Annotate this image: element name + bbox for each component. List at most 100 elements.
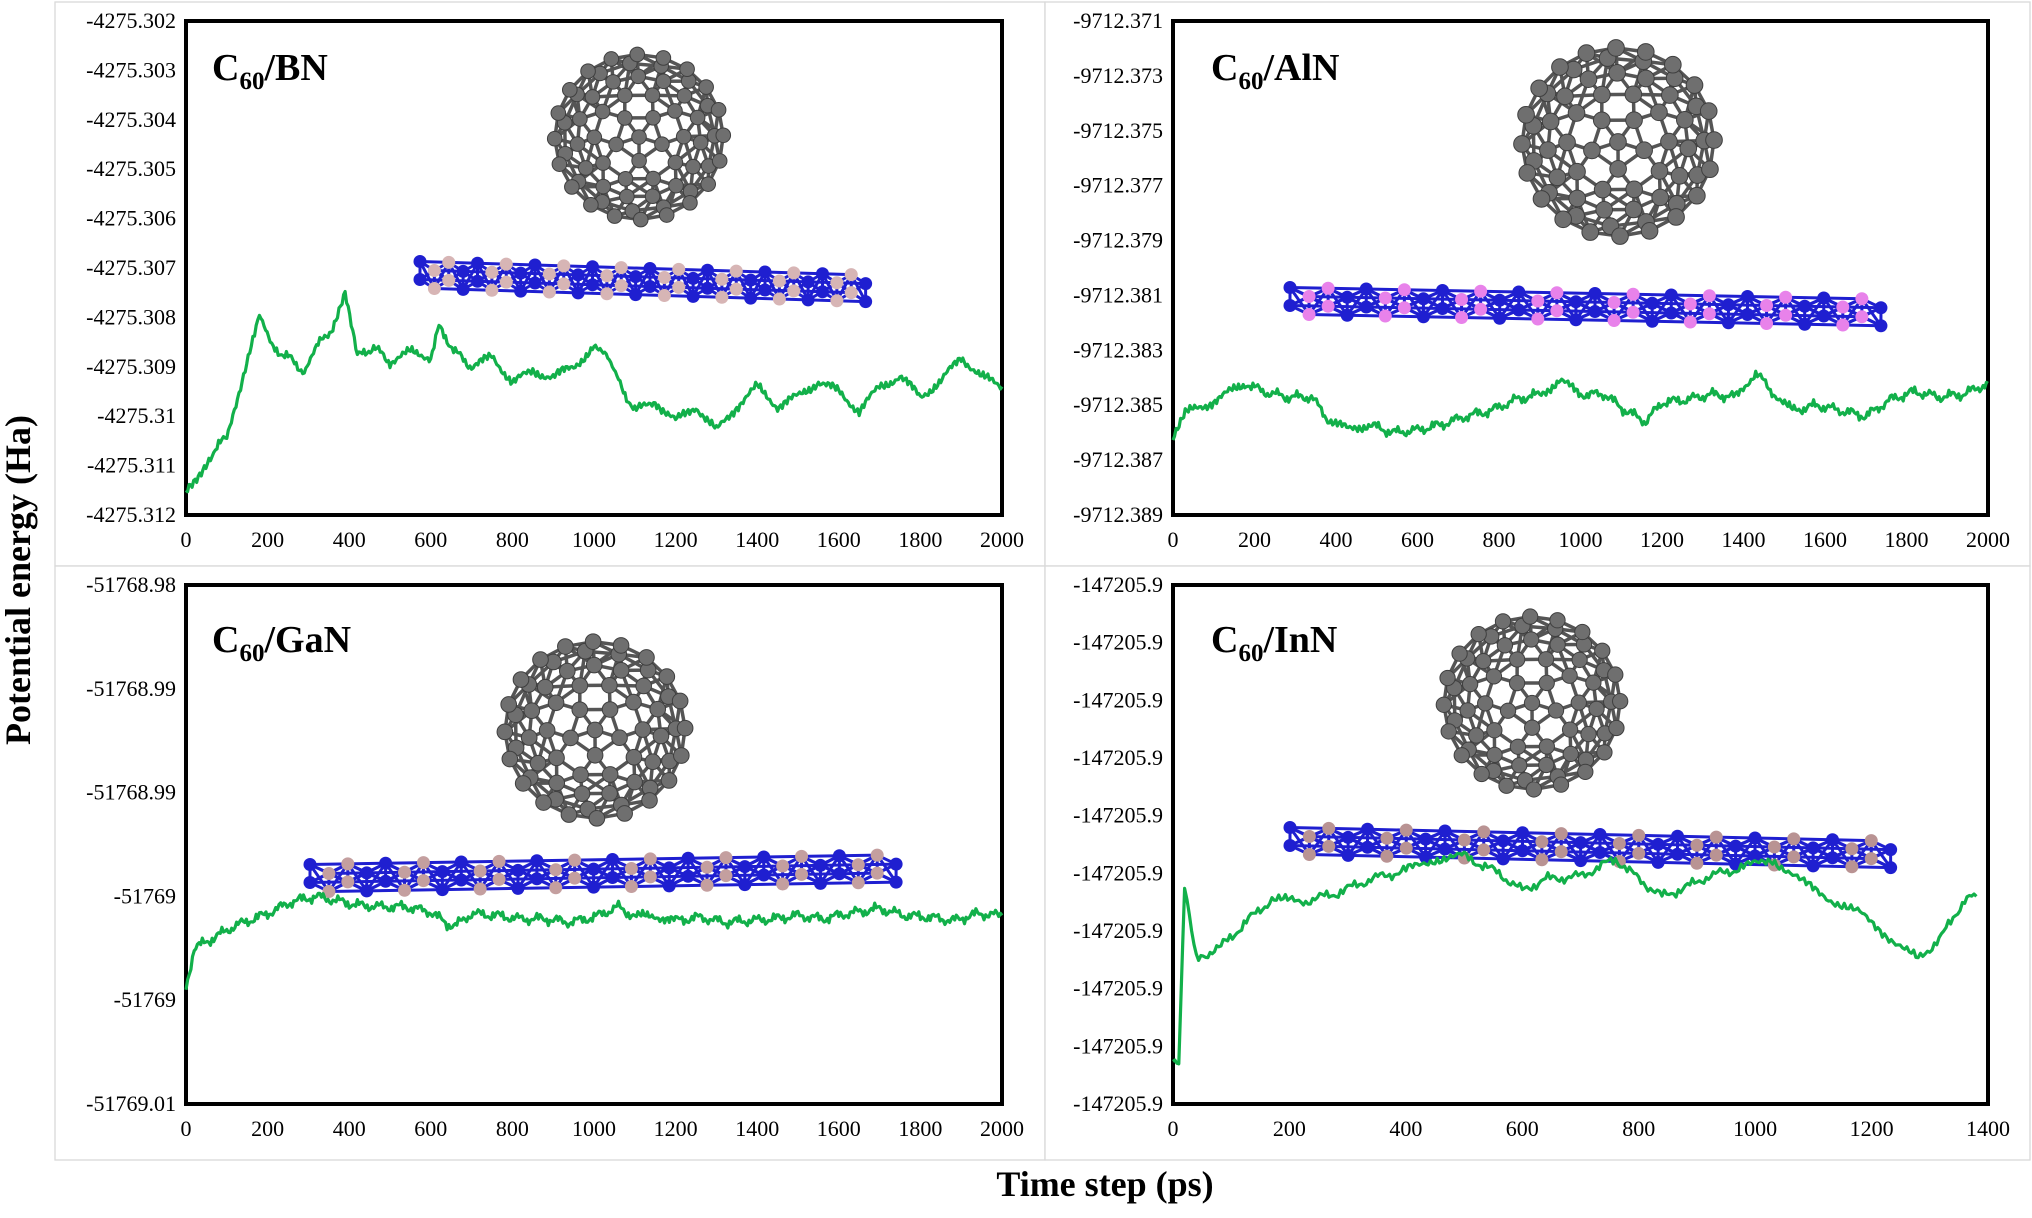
metal-atom — [568, 871, 582, 885]
carbon-atom — [655, 50, 672, 66]
nitrogen-atom — [1516, 826, 1529, 840]
carbon-atom — [577, 160, 594, 176]
carbon-atom — [671, 692, 689, 710]
nitrogen-atom — [1645, 296, 1659, 310]
metal-atom — [643, 852, 657, 866]
nitrogen-atom — [435, 883, 449, 897]
nitrogen-atom — [435, 865, 449, 879]
nitrogen-atom — [471, 274, 484, 288]
nitrogen-atom — [801, 275, 815, 289]
nitrogen-atom — [1874, 319, 1888, 333]
carbon-atom — [571, 677, 589, 694]
carbon-atom — [631, 129, 647, 145]
carbon-atom — [572, 111, 588, 127]
metal-atom — [830, 276, 844, 290]
nitrogen-atom — [801, 293, 815, 307]
x-tick-label-gan: 1800 — [898, 1116, 942, 1141]
carbon-atom — [1685, 76, 1704, 94]
metal-atom — [1554, 845, 1568, 859]
y-tick-label-aln: -9712.383 — [1073, 337, 1163, 362]
carbon-atom — [558, 662, 576, 680]
energy-series-inn — [1172, 850, 1978, 1066]
nitrogen-atom — [454, 873, 468, 887]
nitrogen-atom — [379, 856, 393, 870]
carbon-atom — [676, 719, 694, 737]
carbon-atom — [625, 693, 642, 711]
nitrogen-atom — [1729, 839, 1743, 853]
metal-atom — [1322, 839, 1336, 853]
y-tick-label-inn: -147205.9 — [1073, 803, 1163, 828]
metal-atom — [1702, 289, 1716, 303]
metal-atom — [1397, 283, 1411, 297]
carbon-atom — [1650, 162, 1669, 180]
carbon-atom — [634, 721, 652, 738]
nitrogen-atom — [1671, 829, 1684, 843]
nitrogen-atom — [1806, 841, 1820, 855]
y-tick-label-inn: -147205.9 — [1073, 1033, 1163, 1058]
metal-atom — [851, 858, 865, 872]
nitrogen-atom — [1283, 839, 1297, 852]
y-tick-label-bn: -4275.312 — [86, 502, 176, 527]
carbon-atom — [1625, 180, 1643, 199]
nitrogen-atom — [571, 268, 585, 282]
y-tick-label-gan: -51768.99 — [86, 780, 176, 805]
carbon-atom — [1612, 693, 1629, 710]
carbon-atom — [1509, 651, 1526, 668]
carbon-atom — [501, 750, 519, 768]
nitrogen-atom — [1359, 282, 1373, 296]
nitrogen-atom — [471, 256, 484, 270]
plot-frame-bn — [184, 19, 1004, 517]
carbon-atom — [1473, 765, 1490, 783]
panel-label-bn: C60/BN — [212, 47, 328, 95]
nitrogen-atom — [1798, 317, 1812, 331]
y-tick-label-bn: -4275.305 — [86, 156, 176, 181]
x-tick-label-aln: 600 — [1401, 527, 1434, 552]
carbon-atom — [536, 678, 554, 696]
nitrogen-atom — [456, 264, 470, 278]
carbon-atom — [1608, 719, 1625, 737]
nitrogen-atom — [1593, 828, 1607, 841]
metal-atom — [672, 280, 686, 294]
nitrogen-atom — [1340, 290, 1354, 304]
metal-atom — [1378, 291, 1392, 305]
carbon-atom — [1650, 103, 1668, 122]
carbon-atom — [1579, 70, 1598, 89]
x-tick-label-aln: 400 — [1320, 527, 1353, 552]
metal-atom — [1767, 840, 1781, 854]
carbon-atom — [1461, 675, 1479, 693]
x-tick-label-inn: 200 — [1273, 1116, 1306, 1141]
carbon-atom — [1548, 168, 1567, 187]
nitrogen-atom — [454, 855, 468, 869]
metal-atom — [1321, 299, 1335, 313]
carbon-atom — [1511, 757, 1528, 774]
carbon-atom — [1595, 200, 1614, 219]
metal-atom — [1550, 286, 1564, 300]
x-tick-label-aln: 2000 — [1966, 527, 2010, 552]
nitrogen-atom — [681, 869, 695, 883]
metal-atom — [1855, 310, 1869, 324]
carbon-atom — [1663, 55, 1682, 74]
carbon-atom — [1625, 111, 1643, 130]
nitride-sheet-gan — [303, 848, 903, 898]
nitrogen-atom — [413, 273, 427, 286]
carbon-atom — [1661, 86, 1679, 104]
nitrogen-atom — [744, 273, 758, 287]
y-tick-label-inn: -147205.9 — [1073, 630, 1163, 655]
x-tick-label-bn: 1800 — [898, 527, 942, 552]
y-tick-label-bn: -4275.309 — [86, 354, 176, 379]
carbon-atom — [672, 747, 690, 764]
metal-atom — [1690, 838, 1704, 852]
nitrogen-atom — [1884, 861, 1898, 875]
metal-atom — [1845, 842, 1859, 856]
nitrogen-atom — [1798, 299, 1812, 313]
series-lines — [184, 289, 1989, 1066]
nitrogen-atom — [1283, 299, 1297, 312]
carbon-atom — [658, 668, 676, 685]
nitrogen-atom — [758, 283, 772, 297]
nitrogen-atom — [530, 854, 544, 868]
carbon-atom — [1581, 223, 1600, 241]
metal-atom — [1836, 318, 1850, 332]
metal-atom — [776, 877, 790, 891]
metal-atom — [1607, 314, 1621, 327]
metal-atom — [1474, 284, 1488, 298]
